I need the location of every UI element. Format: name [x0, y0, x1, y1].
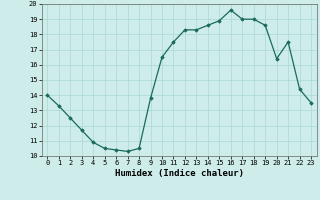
X-axis label: Humidex (Indice chaleur): Humidex (Indice chaleur): [115, 169, 244, 178]
